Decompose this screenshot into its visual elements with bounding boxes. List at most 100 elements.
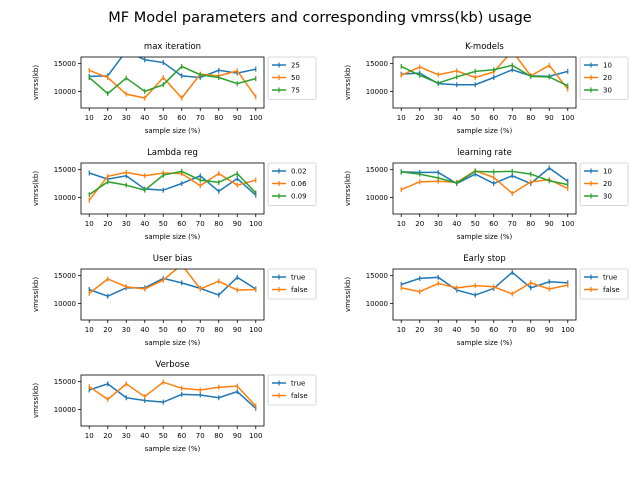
x-tick-label: 50: [471, 220, 480, 228]
y-axis-label: vmrss(kb): [32, 171, 40, 206]
legend-label: 30: [603, 193, 612, 201]
series-false: [400, 280, 569, 297]
legend: true false: [579, 268, 629, 300]
legend-label: true: [291, 380, 305, 388]
legend-label: 25: [291, 62, 300, 70]
x-tick-label: 70: [196, 432, 205, 440]
series-false: [88, 269, 257, 296]
series-line: [401, 282, 568, 295]
x-tick-label: 60: [177, 114, 186, 122]
x-tick-label: 30: [434, 114, 443, 122]
x-tick-label: 80: [214, 432, 223, 440]
x-tick-label: 50: [159, 220, 168, 228]
x-tick-label: 40: [140, 220, 149, 228]
y-tick-label: 15000: [54, 378, 76, 386]
y-axis-label: vmrss(kb): [344, 171, 352, 206]
legend: 25 50 75: [267, 56, 317, 100]
x-tick-label: 40: [452, 220, 461, 228]
y-tick-label: 10000: [366, 88, 388, 96]
x-tick-label: 60: [177, 220, 186, 228]
legend: true false: [267, 268, 317, 300]
series-line: [88, 381, 257, 407]
y-tick-label: 15000: [366, 272, 388, 280]
x-tick-label: 20: [415, 114, 424, 122]
x-tick-label: 90: [545, 220, 554, 228]
series-line: [88, 269, 256, 294]
x-tick-label: 10: [397, 220, 406, 228]
plot-frame: [392, 56, 577, 109]
x-tick-label: 60: [489, 220, 498, 228]
legend-label: 0.02: [291, 168, 307, 176]
subplot-title: Early stop: [463, 254, 506, 264]
x-axis-label: sample size (%): [457, 233, 513, 241]
subplot-1: K-models 10 20 30 40 50 60 70 80 90 100 10000 15000 s…: [344, 42, 629, 135]
series-line: [401, 170, 568, 186]
x-tick-label: 80: [214, 326, 223, 334]
x-tick-label: 50: [159, 114, 168, 122]
series-line: [89, 57, 256, 79]
legend: 0.02 0.06 0.09: [267, 162, 317, 206]
x-tick-label: 90: [545, 114, 554, 122]
x-tick-label: 70: [196, 326, 205, 334]
x-tick-label: 20: [103, 114, 112, 122]
legend: 10 20 30: [579, 162, 629, 206]
x-axis-label: sample size (%): [145, 339, 201, 347]
legend-box: [579, 162, 629, 206]
x-tick-label: 20: [103, 220, 112, 228]
x-tick-label: 70: [508, 326, 517, 334]
x-tick-label: 70: [508, 114, 517, 122]
x-tick-label: 10: [85, 326, 94, 334]
x-tick-label: 60: [489, 114, 498, 122]
series-line: [400, 57, 569, 90]
y-tick-label: 10000: [54, 300, 76, 308]
x-tick-label: 90: [545, 326, 554, 334]
y-tick-label: 10000: [54, 88, 76, 96]
x-tick-label: 90: [233, 326, 242, 334]
x-axis-label: sample size (%): [145, 233, 201, 241]
legend-label: 50: [291, 74, 300, 82]
x-tick-label: 20: [103, 432, 112, 440]
x-tick-label: 20: [415, 220, 424, 228]
plot-frame: [80, 268, 265, 321]
legend-label: 20: [603, 180, 612, 188]
x-tick-label: 100: [561, 326, 574, 334]
subplot-4: User bias 10 20 30 40 50 60 70 80 90 100 10000 15000…: [32, 254, 317, 347]
x-tick-label: 60: [177, 326, 186, 334]
x-tick-label: 70: [508, 220, 517, 228]
series-false: [88, 379, 257, 409]
x-tick-label: 40: [140, 114, 149, 122]
x-tick-label: 10: [397, 326, 406, 334]
subplots-container: max iteration 10 20 30 40 50 60 70 80 90 100 10000 1…: [32, 42, 629, 453]
y-axis-label: vmrss(kb): [344, 65, 352, 100]
x-tick-label: 40: [452, 114, 461, 122]
y-tick-label: 15000: [54, 166, 76, 174]
subplot-title: learning rate: [457, 148, 512, 158]
series-0.09: [88, 168, 257, 198]
plot-frame: [80, 374, 265, 427]
x-tick-label: 30: [122, 220, 131, 228]
x-axis-label: sample size (%): [145, 127, 201, 135]
x-tick-label: 30: [434, 326, 443, 334]
x-tick-label: 100: [561, 220, 574, 228]
legend-label: 0.06: [291, 180, 307, 188]
legend-label: 10: [603, 168, 612, 176]
x-tick-label: 100: [249, 326, 262, 334]
series-75: [88, 63, 257, 97]
x-tick-label: 30: [434, 220, 443, 228]
legend-box: [579, 56, 629, 100]
legend-label: 30: [603, 87, 612, 95]
legend-label: true: [603, 274, 617, 282]
x-tick-label: 80: [526, 326, 535, 334]
series-true: [400, 269, 569, 298]
subplot-2: Lambda reg 10 20 30 40 50 60 70 80 90 100 10000 1500…: [32, 148, 317, 241]
subplot-3: learning rate 10 20 30 40 50 60 70 80 90 100 10000 1…: [344, 148, 629, 241]
plot-frame: [392, 268, 577, 321]
subplot-title: User bias: [153, 254, 193, 264]
legend-label: false: [603, 286, 620, 294]
x-tick-label: 60: [489, 326, 498, 334]
y-tick-label: 15000: [54, 272, 76, 280]
subplot-0: max iteration 10 20 30 40 50 60 70 80 90 100 10000 1…: [32, 42, 317, 135]
legend-label: 0.09: [291, 193, 307, 201]
